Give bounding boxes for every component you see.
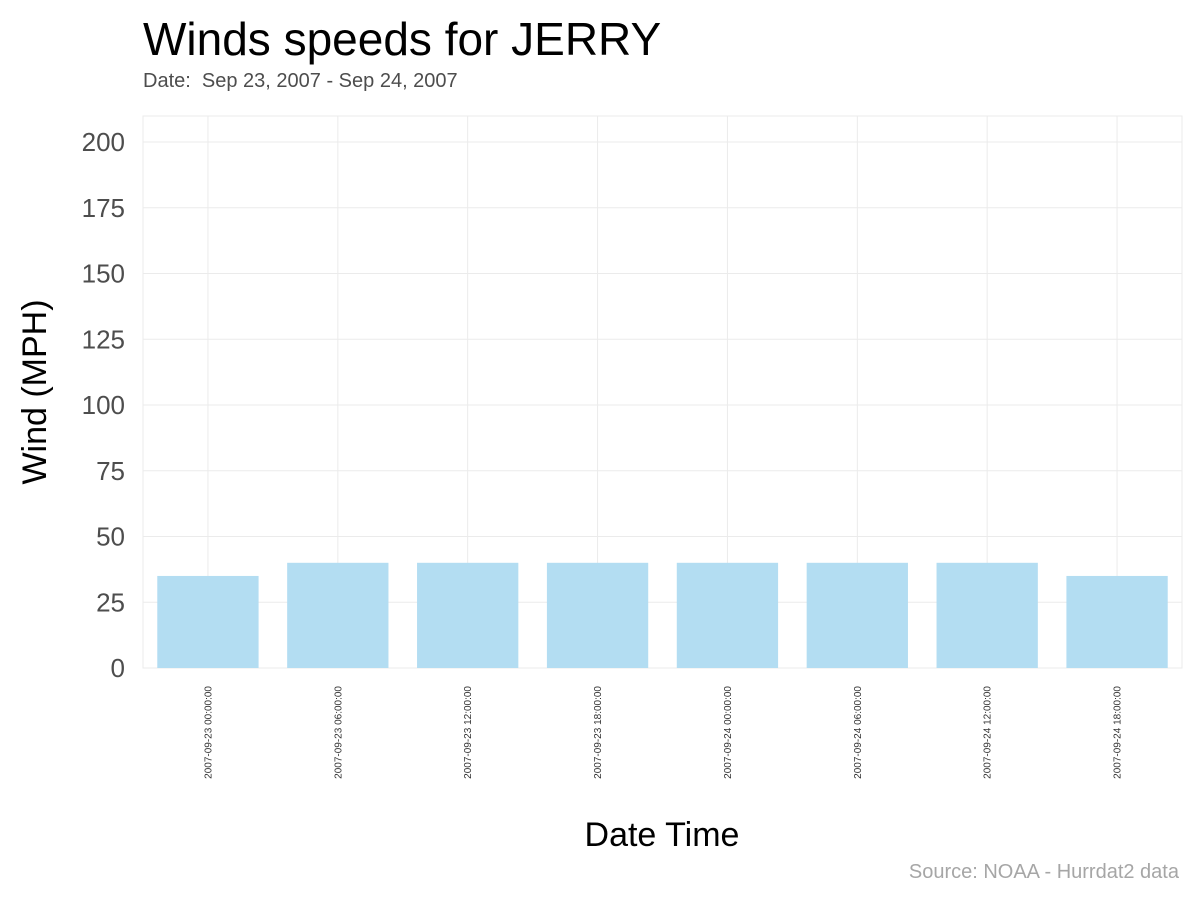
x-tick-label: 2007-09-24 06:00:00 bbox=[853, 686, 864, 779]
x-tick-label: 2007-09-24 00:00:00 bbox=[723, 686, 734, 779]
x-tick-label: 2007-09-23 18:00:00 bbox=[593, 686, 604, 779]
bar bbox=[936, 562, 1038, 668]
x-tick-label: 2007-09-23 00:00:00 bbox=[203, 686, 214, 779]
y-tick-label: 150 bbox=[82, 259, 125, 289]
bar bbox=[287, 562, 389, 668]
x-tick-label: 2007-09-24 12:00:00 bbox=[983, 686, 994, 779]
y-tick-label: 50 bbox=[96, 522, 125, 552]
x-tick-label: 2007-09-23 12:00:00 bbox=[463, 686, 474, 779]
y-tick-label: 125 bbox=[82, 324, 125, 354]
y-tick-label: 25 bbox=[96, 587, 125, 617]
bar bbox=[546, 562, 649, 668]
y-tick-label: 75 bbox=[96, 456, 125, 486]
y-axis-ticks: 0 25 50 75 100 125 150 175 200 bbox=[82, 127, 125, 683]
x-tick-label: 2007-09-24 18:00:00 bbox=[1113, 686, 1124, 779]
bar bbox=[806, 562, 908, 668]
chart-title: Winds speeds for JERRY bbox=[143, 13, 662, 65]
y-tick-label: 175 bbox=[82, 193, 125, 223]
y-tick-label: 0 bbox=[111, 653, 125, 683]
x-axis-ticks: 2007-09-23 00:00:00 2007-09-23 06:00:00 20… bbox=[203, 686, 1123, 779]
bar bbox=[676, 562, 779, 668]
bar bbox=[1066, 575, 1168, 668]
bar bbox=[157, 575, 259, 668]
bars bbox=[157, 562, 1168, 668]
bar bbox=[417, 562, 519, 668]
y-tick-label: 200 bbox=[82, 127, 125, 157]
source-caption: Source: NOAA - Hurrdat2 data bbox=[908, 861, 1179, 883]
y-tick-label: 100 bbox=[82, 390, 125, 420]
y-axis-label: Wind (MPH) bbox=[16, 299, 54, 484]
x-tick-label: 2007-09-23 06:00:00 bbox=[333, 686, 344, 779]
chart-subtitle: Date: Sep 23, 2007 - Sep 24, 2007 bbox=[143, 70, 458, 92]
x-axis-label: Date Time bbox=[585, 816, 740, 854]
